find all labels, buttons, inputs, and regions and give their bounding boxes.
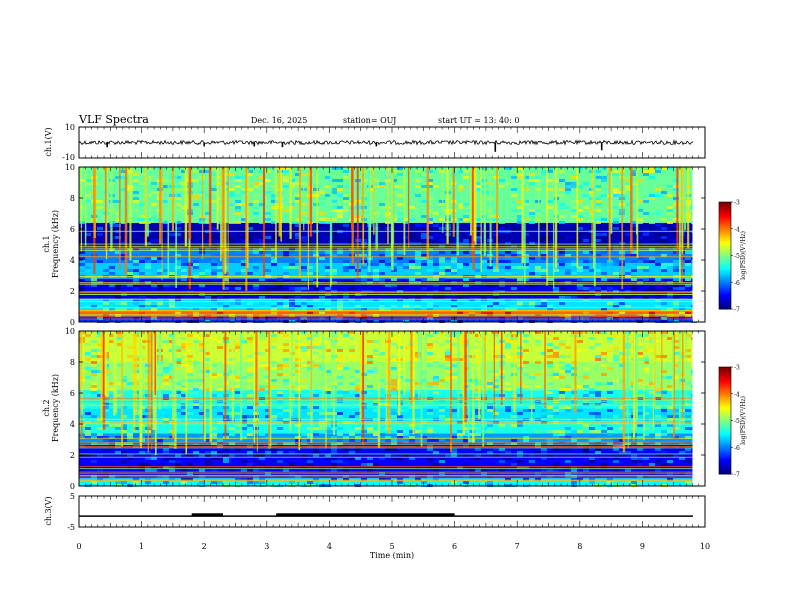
ch3-ylabel: ch.3(V) bbox=[44, 496, 53, 525]
ch2-channel-label: ch.2 bbox=[42, 399, 51, 416]
spectrogram-band bbox=[79, 298, 693, 310]
freq-tick-label: 8 bbox=[70, 194, 75, 203]
ch1-channel-label: ch.1 bbox=[42, 235, 51, 252]
freq-tick-label: 0 bbox=[70, 482, 75, 491]
start-ut-label: start UT = 13: 40: 0 bbox=[438, 116, 519, 125]
ch1-waveform-spikes bbox=[106, 142, 603, 152]
freq-tick-label: 4 bbox=[70, 256, 75, 265]
freq-tick-label: 2 bbox=[70, 451, 75, 460]
time-tick-label: 8 bbox=[577, 542, 582, 551]
time-tick-label: 1 bbox=[139, 542, 144, 551]
time-tick-label: 10 bbox=[700, 542, 710, 551]
colorbar-tick-label: -7 bbox=[734, 307, 740, 314]
time-axis-label: Time (min) bbox=[370, 551, 414, 560]
date-label: Dec. 16, 2025 bbox=[251, 116, 307, 125]
colorbar-tick-label: -6 bbox=[734, 280, 740, 287]
ch2-colorbar: -3 -4 -5 -6 -7 log(PSD)(V²/Hz) bbox=[718, 365, 747, 479]
ch2-spectrogram-panel: 0 2 4 6 8 10 ch.2 Frequency (kHz) bbox=[42, 327, 706, 491]
ch3-high-segment bbox=[191, 513, 223, 516]
freq-tick-label: 10 bbox=[65, 163, 75, 172]
ch1-spectrogram-image bbox=[79, 167, 705, 323]
time-tick-label: 4 bbox=[327, 542, 332, 551]
figure-title: VLF Spectra bbox=[78, 113, 149, 126]
ch1-spectrogram-panel: 0 2 4 6 8 10 ch.1 Frequency (kHz) bbox=[42, 163, 706, 327]
ch2-spectrogram-image bbox=[79, 331, 705, 487]
freq-tick-label: 8 bbox=[70, 358, 75, 367]
time-tick-label: 6 bbox=[452, 542, 457, 551]
freq-tick-label: 4 bbox=[70, 420, 75, 429]
time-axis-ticks bbox=[78, 127, 706, 527]
ch3-ytick-top: 5 bbox=[70, 492, 75, 501]
freq-tick-label: 6 bbox=[70, 389, 75, 398]
ch3-high-segments bbox=[191, 513, 455, 516]
ch3-high-segment bbox=[276, 513, 455, 516]
colorbar-tick-label: -5 bbox=[734, 253, 740, 260]
colorbar-label: log(PSD)(V²/Hz) bbox=[740, 231, 747, 280]
colorbar-tick-label: -4 bbox=[734, 391, 740, 398]
ch1-ytick-top: 10 bbox=[65, 123, 75, 132]
freq-tick-label: 10 bbox=[65, 327, 75, 336]
ch2-spectrogram-yticks: 0 2 4 6 8 10 bbox=[65, 327, 705, 491]
time-tick-label: 0 bbox=[76, 542, 81, 551]
time-tick-label: 2 bbox=[202, 542, 207, 551]
colorbar-tick-label: -6 bbox=[734, 445, 740, 452]
freq-tick-label: 0 bbox=[70, 318, 75, 327]
ch1-waveform-ylabel: ch.1(V) bbox=[44, 127, 53, 156]
spectrogram-band bbox=[79, 478, 693, 486]
ch1-ytick-bottom: -10 bbox=[62, 153, 75, 162]
spectrogram-band bbox=[79, 309, 693, 316]
colorbar-tick-label: -3 bbox=[734, 200, 740, 207]
ch1-waveform-trace bbox=[78, 138, 694, 146]
colorbar-tick-label: -3 bbox=[734, 365, 740, 372]
ch1-freq-ylabel: Frequency (kHz) bbox=[51, 210, 60, 278]
ch3-panel: 5 -5 ch.3(V) bbox=[44, 492, 706, 532]
time-tick-label: 5 bbox=[389, 542, 394, 551]
ch3-ytick-bottom: -5 bbox=[67, 523, 75, 532]
colorbar-tick-label: -7 bbox=[734, 472, 740, 479]
time-tick-label: 3 bbox=[264, 542, 269, 551]
station-label: station= OUJ bbox=[343, 116, 396, 125]
freq-tick-label: 2 bbox=[70, 287, 75, 296]
ch1-spectrogram-yticks: 0 2 4 6 8 10 bbox=[65, 163, 705, 327]
time-tick-label: 9 bbox=[640, 542, 645, 551]
colorbar-tick-label: -5 bbox=[734, 418, 740, 425]
ch1-waveform-panel: 10 -10 ch.1(V) bbox=[44, 123, 706, 162]
freq-tick-label: 6 bbox=[70, 225, 75, 234]
colorbar-label: log(PSD)(V²/Hz) bbox=[740, 396, 747, 445]
ch2-freq-ylabel: Frequency (kHz) bbox=[51, 374, 60, 442]
colorbar-tick-label: -4 bbox=[734, 226, 740, 233]
time-axis-tick-labels: 0 1 2 3 4 5 6 7 8 9 10 bbox=[76, 542, 710, 551]
ch1-colorbar: -3 -4 -5 -6 -7 log(PSD)(V²/Hz) bbox=[718, 200, 747, 314]
time-tick-label: 7 bbox=[515, 542, 520, 551]
